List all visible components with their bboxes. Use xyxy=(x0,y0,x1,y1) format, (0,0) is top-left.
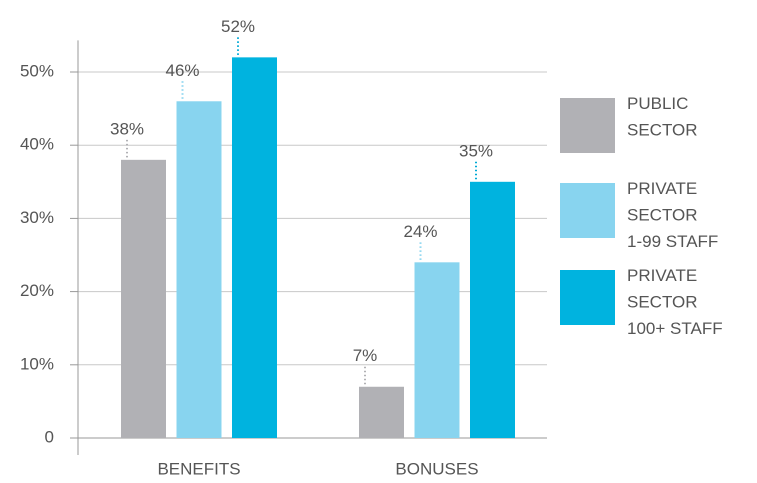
legend-label: PRIVATE SECTOR 100+ STAFF xyxy=(627,266,723,338)
legend-label: PRIVATE SECTOR 1-99 STAFF xyxy=(627,179,718,251)
y-tick-label: 10% xyxy=(20,354,54,373)
y-tick-label: 50% xyxy=(20,61,54,80)
bar xyxy=(470,181,515,439)
y-tick-label: 40% xyxy=(20,135,54,154)
bar xyxy=(359,386,404,438)
bar xyxy=(232,57,277,439)
x-tick-label: BENEFITS xyxy=(157,459,240,478)
y-tick-label: 0 xyxy=(45,427,54,446)
bar xyxy=(414,262,460,438)
value-label: 52% xyxy=(221,17,255,36)
bar xyxy=(121,159,166,438)
legend-swatch xyxy=(560,98,615,153)
value-label: 24% xyxy=(403,222,437,241)
value-label: 38% xyxy=(110,119,144,138)
value-label: 35% xyxy=(459,141,493,160)
legend-swatch xyxy=(560,270,615,325)
legend-swatch xyxy=(560,183,615,238)
value-label: 46% xyxy=(165,61,199,80)
legend-label: PUBLIC SECTOR xyxy=(627,94,698,140)
bar xyxy=(176,101,222,438)
x-tick-label: BONUSES xyxy=(395,459,478,478)
y-tick-label: 20% xyxy=(20,281,54,300)
y-tick-label: 30% xyxy=(20,208,54,227)
value-label: 7% xyxy=(353,346,378,365)
